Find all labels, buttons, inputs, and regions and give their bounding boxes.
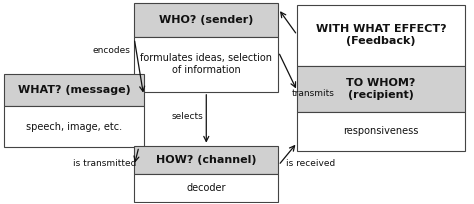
- Text: responsiveness: responsiveness: [344, 126, 419, 136]
- Text: speech, image, etc.: speech, image, etc.: [26, 122, 122, 132]
- Text: WITH WHAT EFFECT?
(Feedback): WITH WHAT EFFECT? (Feedback): [316, 24, 447, 46]
- Text: encodes: encodes: [93, 46, 131, 55]
- Text: selects: selects: [172, 112, 203, 121]
- Bar: [4, 74, 144, 106]
- Text: is received: is received: [286, 159, 335, 168]
- Text: transmits: transmits: [292, 89, 334, 98]
- Bar: [134, 174, 278, 202]
- Text: is transmitted: is transmitted: [73, 159, 137, 168]
- Bar: [134, 3, 278, 37]
- Text: WHAT? (message): WHAT? (message): [18, 85, 130, 95]
- Bar: [4, 106, 144, 147]
- Text: TO WHOM?
(recipient): TO WHOM? (recipient): [346, 78, 416, 100]
- Text: HOW? (channel): HOW? (channel): [156, 155, 256, 165]
- Text: formulates ideas, selection
of information: formulates ideas, selection of informati…: [140, 53, 272, 75]
- Bar: [134, 37, 278, 92]
- Text: decoder: decoder: [187, 183, 226, 193]
- Bar: [134, 146, 278, 174]
- Text: WHO? (sender): WHO? (sender): [159, 15, 254, 25]
- Bar: [297, 65, 465, 112]
- Bar: [297, 112, 465, 151]
- Bar: [297, 5, 465, 65]
